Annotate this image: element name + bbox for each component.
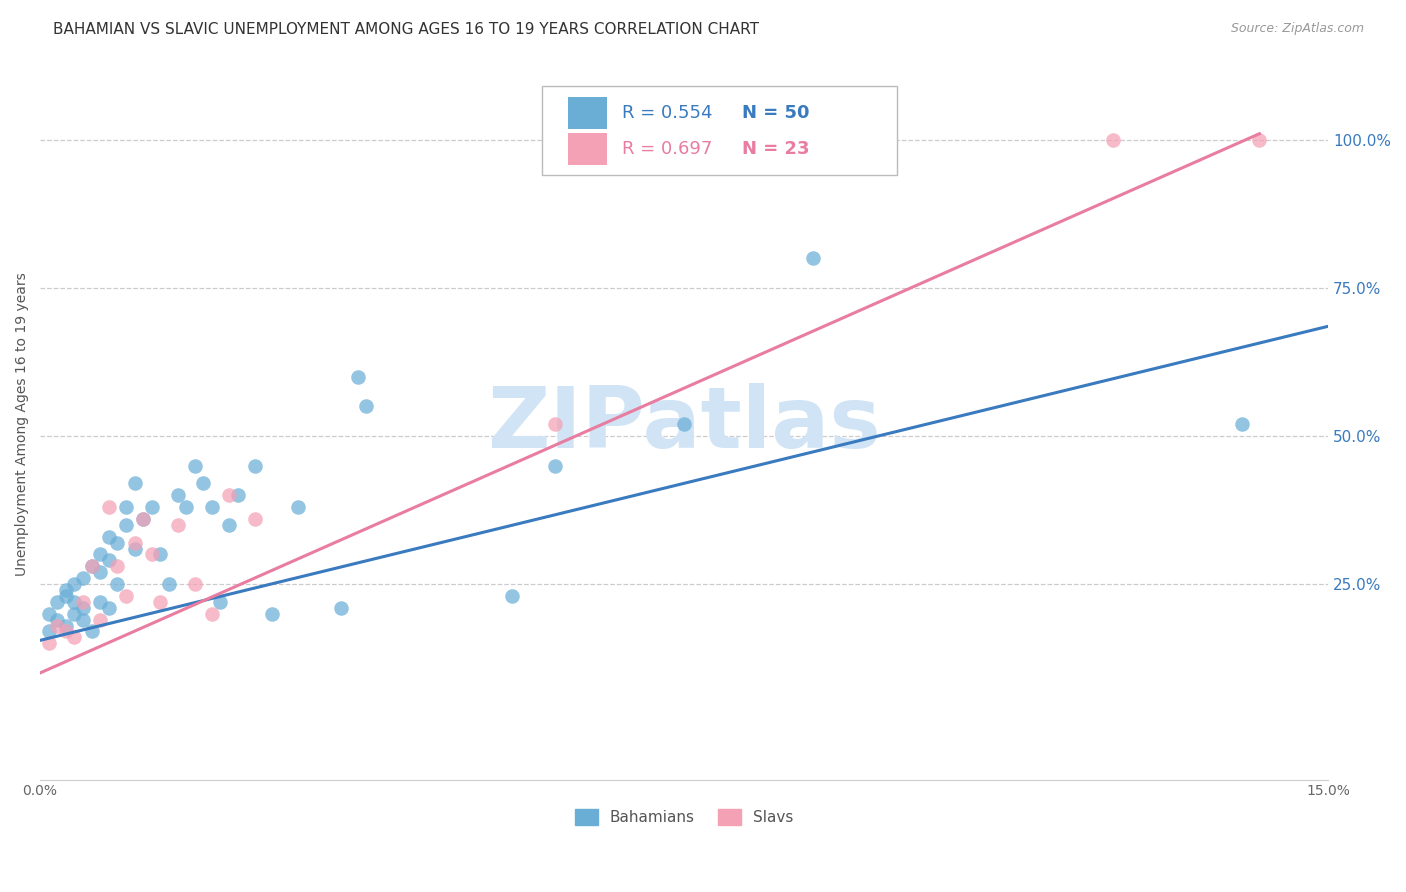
FancyBboxPatch shape <box>568 133 607 165</box>
Point <box>174 500 197 514</box>
Point <box>329 600 352 615</box>
Point <box>1249 133 1271 147</box>
Point <box>63 607 86 621</box>
Point <box>63 631 86 645</box>
Point <box>132 512 155 526</box>
Point <box>55 618 77 632</box>
Point <box>183 458 205 473</box>
Point <box>89 565 111 579</box>
Point <box>218 517 240 532</box>
Point <box>89 613 111 627</box>
Point <box>1232 417 1254 431</box>
Point <box>132 512 155 526</box>
Point <box>759 133 782 147</box>
Point <box>55 582 77 597</box>
Point <box>38 636 60 650</box>
Text: BAHAMIAN VS SLAVIC UNEMPLOYMENT AMONG AGES 16 TO 19 YEARS CORRELATION CHART: BAHAMIAN VS SLAVIC UNEMPLOYMENT AMONG AG… <box>53 22 759 37</box>
Point <box>63 595 86 609</box>
Text: ZIPatlas: ZIPatlas <box>488 383 882 466</box>
Point <box>226 488 249 502</box>
Point <box>201 607 224 621</box>
Point <box>55 589 77 603</box>
Point <box>218 488 240 502</box>
Point <box>80 559 103 574</box>
Point <box>63 577 86 591</box>
Point <box>149 595 172 609</box>
Point <box>97 600 120 615</box>
Point <box>673 417 696 431</box>
Point <box>38 607 60 621</box>
Point <box>105 577 128 591</box>
Point <box>115 500 138 514</box>
Point <box>124 541 146 556</box>
Point <box>501 589 523 603</box>
Text: N = 23: N = 23 <box>742 140 810 158</box>
Point <box>97 553 120 567</box>
Point <box>243 512 266 526</box>
Point <box>141 500 163 514</box>
Point <box>243 458 266 473</box>
Legend: Bahamians, Slavs: Bahamians, Slavs <box>575 809 793 825</box>
Point <box>46 613 69 627</box>
Point <box>46 618 69 632</box>
Point <box>115 589 138 603</box>
Point <box>89 595 111 609</box>
Point <box>287 500 309 514</box>
Point <box>89 548 111 562</box>
Point <box>141 548 163 562</box>
Point <box>55 624 77 639</box>
Point <box>38 624 60 639</box>
Text: R = 0.554: R = 0.554 <box>623 103 713 121</box>
Point <box>544 458 567 473</box>
Point <box>105 535 128 549</box>
Point <box>105 559 128 574</box>
FancyBboxPatch shape <box>568 96 607 128</box>
Point <box>193 476 215 491</box>
Point <box>97 530 120 544</box>
Point <box>544 417 567 431</box>
Y-axis label: Unemployment Among Ages 16 to 19 years: Unemployment Among Ages 16 to 19 years <box>15 272 30 576</box>
Point <box>183 577 205 591</box>
Point <box>46 595 69 609</box>
Point <box>166 517 188 532</box>
Point <box>72 613 94 627</box>
Point <box>201 500 224 514</box>
Point <box>97 500 120 514</box>
Point <box>80 624 103 639</box>
Point <box>149 548 172 562</box>
Text: Source: ZipAtlas.com: Source: ZipAtlas.com <box>1230 22 1364 36</box>
FancyBboxPatch shape <box>543 87 897 175</box>
Point <box>72 571 94 585</box>
Point <box>166 488 188 502</box>
Point <box>72 600 94 615</box>
Text: N = 50: N = 50 <box>742 103 810 121</box>
Point <box>80 559 103 574</box>
Point <box>346 369 368 384</box>
Point <box>124 535 146 549</box>
Text: R = 0.697: R = 0.697 <box>623 140 713 158</box>
Point <box>72 595 94 609</box>
Point <box>115 517 138 532</box>
Point <box>260 607 283 621</box>
Point <box>157 577 180 591</box>
Point <box>209 595 232 609</box>
Point <box>1102 133 1125 147</box>
Point <box>801 251 824 265</box>
Point <box>356 399 378 413</box>
Point <box>124 476 146 491</box>
